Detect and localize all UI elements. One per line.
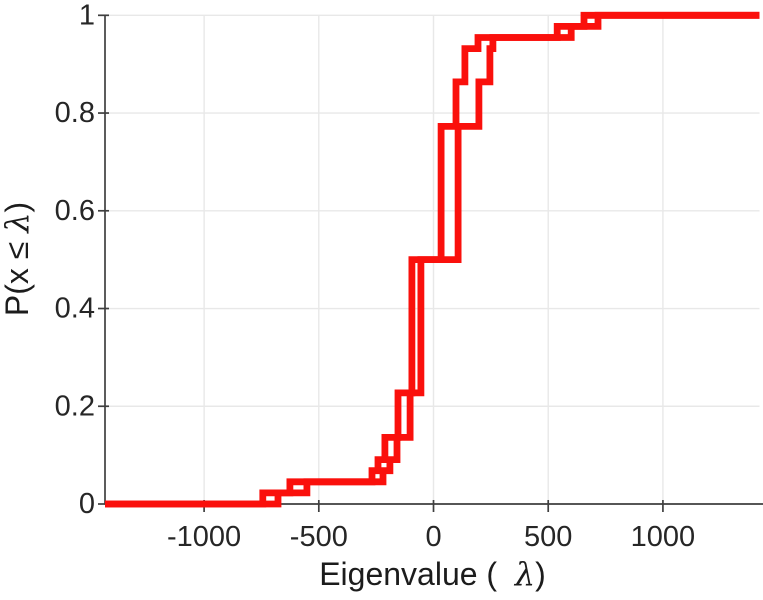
x-axis-label: Eigenvalue ( λ) xyxy=(319,555,546,593)
y-tick-label: 0.8 xyxy=(55,97,95,129)
lambda-symbol: λ xyxy=(0,212,36,233)
lambda-symbol: λ xyxy=(514,555,536,593)
y-tick-label: 0.2 xyxy=(55,390,95,422)
x-tick-label: 0 xyxy=(425,521,441,553)
ecdf-curve-2 xyxy=(105,11,760,508)
x-tick-label: 1000 xyxy=(631,521,696,553)
ecdf-curve-1 xyxy=(105,11,760,508)
x-tick-label: 500 xyxy=(524,521,572,553)
y-axis-label: P(x ≤ λ) xyxy=(0,201,36,317)
y-tick-label: 1 xyxy=(79,0,95,31)
y-axis-label-text: P(x ≤ xyxy=(0,232,35,317)
y-tick-label: 0.4 xyxy=(55,293,95,325)
x-axis-label-text: Eigenvalue ( xyxy=(319,556,515,592)
y-tick-label: 0.6 xyxy=(55,195,95,227)
y-tick-label: 0 xyxy=(79,488,95,520)
x-tick-label: -1000 xyxy=(167,521,241,553)
x-tick-label: -500 xyxy=(290,521,348,553)
